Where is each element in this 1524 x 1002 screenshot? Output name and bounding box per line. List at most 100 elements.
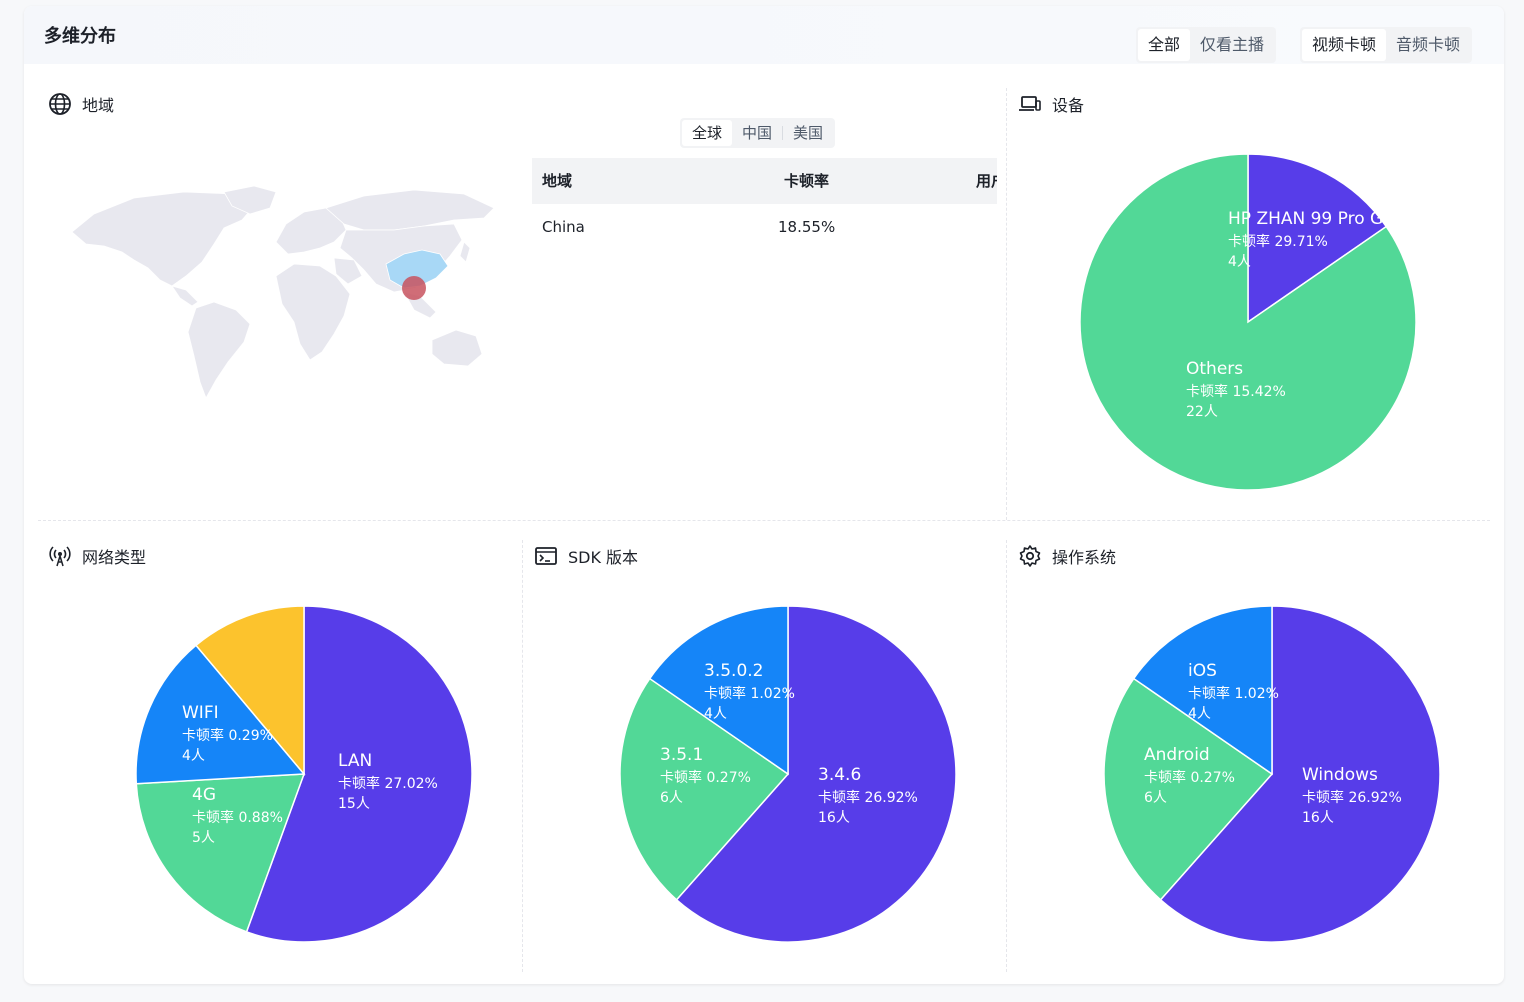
network-slice-1[interactable] <box>135 773 306 933</box>
stall-type-video[interactable]: 视频卡顿 <box>1302 29 1387 61</box>
slice-rate: 卡顿率 15.42% <box>1186 383 1286 400</box>
network-slice-3[interactable] <box>194 605 305 777</box>
slice-name: 3.5.1 <box>660 745 703 765</box>
os-slice-1[interactable] <box>1103 677 1274 901</box>
china-marker <box>402 276 426 300</box>
slice-name: HP ZHAN 99 Pro G4 M <box>1228 209 1414 229</box>
network-slice-label-0: LAN 卡顿率 27.02% 15人 <box>338 751 438 812</box>
signal-tower-icon <box>49 546 71 567</box>
distribution-card: 多维分布 全部 仅看主播 视频卡顿 音频卡顿 地域 全球 中国 美国 <box>24 6 1504 984</box>
stall-type-filter: 视频卡顿 音频卡顿 <box>1300 27 1473 63</box>
device-section-title: 设备 <box>1018 92 1084 116</box>
slice-users: 4人 <box>1188 706 1211 722</box>
sdk-slice-0[interactable] <box>675 605 957 943</box>
map-central-america <box>171 285 199 307</box>
network-section-title: 网络类型 <box>48 544 146 568</box>
map-russia <box>325 189 495 231</box>
role-filter-host-only[interactable]: 仅看主播 <box>1200 35 1265 54</box>
os-section-title: 操作系统 <box>1018 544 1116 568</box>
cell-region: China <box>542 218 585 236</box>
region-title: 地域 <box>82 96 115 115</box>
region-tab-china[interactable]: 中国 <box>742 124 773 142</box>
os-slice-0[interactable] <box>1159 605 1441 943</box>
divider-vertical-top <box>1006 88 1007 520</box>
map-australia <box>431 329 483 367</box>
slice-name: 4G <box>192 785 216 805</box>
sdk-pie-chart: 3.4.6 卡顿率 26.92% 16人 3.5.1 卡顿率 0.27% 6人 3.5.0.… <box>619 605 957 943</box>
tab-separator <box>782 126 784 140</box>
slice-users: 16人 <box>1302 810 1334 826</box>
device-slice-label-1: Others 卡顿率 15.42% 22人 <box>1186 359 1286 420</box>
sdk-slice-label-0: 3.4.6 卡顿率 26.92% 16人 <box>818 765 918 826</box>
network-slice-label-2: WIFI 卡顿率 0.29% 4人 <box>182 703 273 764</box>
map-greenland <box>223 185 277 215</box>
os-slice-2[interactable] <box>1132 605 1273 776</box>
gear-icon <box>1019 545 1041 567</box>
column-region: 地域 <box>542 172 573 190</box>
slice-name: 3.5.0.2 <box>704 661 763 681</box>
os-slice-label-0: Windows 卡顿率 26.92% 16人 <box>1302 765 1402 826</box>
slice-users: 4人 <box>182 748 205 764</box>
slice-users: 6人 <box>660 790 683 806</box>
region-tab-usa[interactable]: 美国 <box>793 124 824 142</box>
os-slice-label-1: Android 卡顿率 0.27% 6人 <box>1144 745 1235 806</box>
slice-rate: 卡顿率 26.92% <box>1302 789 1402 806</box>
cell-rate: 18.55% <box>778 218 836 236</box>
slice-rate: 卡顿率 0.29% <box>182 727 273 744</box>
slice-users: 16人 <box>818 810 850 826</box>
slice-rate: 卡顿率 26.92% <box>818 789 918 806</box>
device-slice-label-0: HP ZHAN 99 Pro G4 M 卡顿率 29.71% 4人 <box>1228 209 1414 270</box>
os-title: 操作系统 <box>1052 548 1117 567</box>
table-header: 地域 卡顿率 用户 <box>532 158 997 204</box>
map-africa <box>275 263 351 361</box>
slice-name: WIFI <box>182 703 219 723</box>
terminal-icon <box>535 547 557 565</box>
map-middle-east <box>333 257 363 285</box>
network-slice-label-1: 4G 卡顿率 0.88% 5人 <box>192 785 283 846</box>
device-pie-chart: HP ZHAN 99 Pro G4 M 卡顿率 29.71% 4人 Others 卡顿率… <box>1079 153 1417 491</box>
os-slice-label-2: iOS 卡顿率 1.02% 4人 <box>1188 661 1279 722</box>
region-scope-tabs: 全球 中国 美国 <box>680 118 836 148</box>
slice-rate: 卡顿率 27.02% <box>338 775 438 792</box>
card-header: 多维分布 全部 仅看主播 视频卡顿 音频卡顿 <box>24 6 1504 64</box>
network-title: 网络类型 <box>82 548 147 567</box>
sdk-slice-1[interactable] <box>619 677 790 901</box>
map-japan <box>459 241 471 263</box>
device-slice-0[interactable] <box>1247 153 1388 324</box>
sdk-title: SDK 版本 <box>568 548 639 567</box>
network-pie-chart: LAN 卡顿率 27.02% 15人 4G 卡顿率 0.88% 5人 WIFI 卡顿率 0.2… <box>135 605 473 943</box>
slice-rate: 卡顿率 0.27% <box>660 769 751 786</box>
column-users: 用户 <box>976 172 997 190</box>
network-slice-0[interactable] <box>245 605 473 943</box>
sdk-slice-label-2: 3.5.0.2 卡顿率 1.02% 4人 <box>704 661 795 722</box>
map-south-america <box>187 301 251 399</box>
slice-name: Others <box>1186 359 1243 379</box>
table-row[interactable]: China 18.55% <box>532 204 997 250</box>
sdk-slice-2[interactable] <box>648 605 789 776</box>
card-title: 多维分布 <box>44 26 116 47</box>
slice-name: 3.4.6 <box>818 765 861 785</box>
network-slice-2[interactable] <box>135 644 306 785</box>
world-map <box>71 185 495 399</box>
role-filter-all[interactable]: 全部 <box>1138 29 1191 61</box>
column-rate: 卡顿率 <box>784 172 830 190</box>
device-slice-1[interactable] <box>1079 153 1417 491</box>
slice-users: 6人 <box>1144 790 1167 806</box>
slice-name: LAN <box>338 751 372 771</box>
slice-users: 22人 <box>1186 404 1218 420</box>
slice-rate: 卡顿率 0.88% <box>192 809 283 826</box>
slice-name: Windows <box>1302 765 1378 785</box>
stall-type-audio[interactable]: 音频卡顿 <box>1396 35 1461 54</box>
slice-name: iOS <box>1188 661 1217 681</box>
region-table: 地域 卡顿率 用户 China 18.55% <box>532 158 997 250</box>
slice-users: 4人 <box>704 706 727 722</box>
region-tab-global[interactable]: 全球 <box>682 120 733 146</box>
slice-rate: 卡顿率 1.02% <box>704 685 795 702</box>
slice-users: 5人 <box>192 830 215 846</box>
map-china-highlight <box>385 249 449 289</box>
divider-vertical-bottom-right <box>1006 540 1007 972</box>
os-pie-chart: Windows 卡顿率 26.92% 16人 Android 卡顿率 0.27% 6人 iO… <box>1103 605 1441 943</box>
slice-rate: 卡顿率 1.02% <box>1188 685 1279 702</box>
device-title: 设备 <box>1052 96 1085 115</box>
divider-vertical-bottom-left <box>522 540 523 972</box>
